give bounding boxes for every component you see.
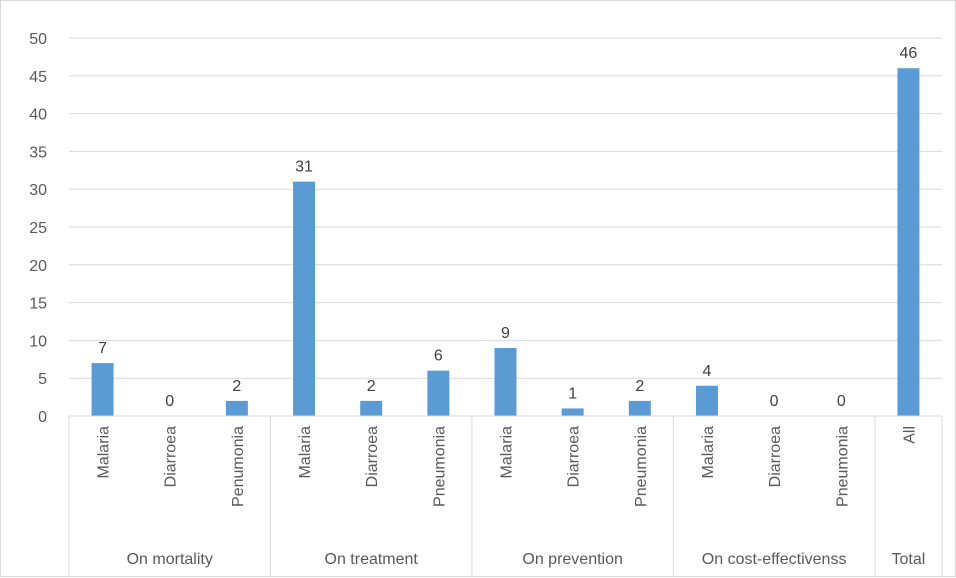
- bar-1-1: [360, 400, 383, 416]
- x-category-label-3-0: Malaria: [700, 426, 717, 479]
- data-label-0-0: 7: [98, 340, 107, 357]
- y-tick-label-10: 10: [29, 333, 47, 350]
- y-tick-label-15: 15: [29, 296, 47, 313]
- x-category-label-1-0: Malaria: [297, 426, 314, 479]
- x-category-label-0-0: Malaria: [96, 426, 113, 479]
- data-label-1-2: 6: [434, 348, 443, 365]
- bar-2-2: [628, 400, 651, 416]
- x-category-label-3-1: Diarroea: [767, 426, 784, 487]
- y-tick-label-25: 25: [29, 220, 47, 237]
- data-label-3-2: 0: [837, 393, 846, 410]
- data-label-2-2: 2: [635, 378, 644, 395]
- data-label-2-0: 9: [501, 325, 510, 342]
- x-category-label-0-1: Diarroea: [163, 426, 180, 487]
- bar-1-0: [293, 181, 316, 416]
- x-category-label-3-2: Pneumonia: [834, 426, 851, 507]
- bar-3-0: [695, 385, 718, 416]
- group-label-4: Total: [892, 551, 926, 568]
- x-category-label-2-2: Pneumonia: [633, 426, 650, 507]
- data-label-1-1: 2: [367, 378, 376, 395]
- data-label-3-1: 0: [770, 393, 779, 410]
- bar-0-2: [225, 400, 248, 416]
- x-category-label-4-0: All: [901, 426, 918, 444]
- x-category-label-2-0: Malaria: [499, 426, 516, 479]
- y-tick-label-5: 5: [38, 371, 47, 388]
- y-tick-label-30: 30: [29, 182, 47, 199]
- group-label-2: On prevention: [522, 551, 623, 568]
- data-label-4-0: 46: [900, 45, 918, 62]
- bar-2-0: [494, 347, 517, 416]
- data-label-0-2: 2: [232, 378, 241, 395]
- y-tick-label-45: 45: [29, 69, 47, 86]
- x-category-label-0-2: Penumonia: [230, 426, 247, 507]
- x-category-label-1-1: Diarroea: [364, 426, 381, 487]
- y-tick-label-50: 50: [29, 31, 47, 48]
- y-tick-label-20: 20: [29, 258, 47, 275]
- bar-0-0: [91, 363, 114, 416]
- data-label-0-1: 0: [165, 393, 174, 410]
- bar-4-0: [897, 68, 920, 417]
- data-label-3-0: 4: [703, 363, 712, 380]
- group-label-0: On mortality: [127, 551, 213, 568]
- x-category-label-1-2: Pneumonia: [431, 426, 448, 507]
- bar-2-1: [561, 408, 584, 416]
- bar-1-2: [427, 370, 450, 416]
- x-category-label-2-1: Diarroea: [566, 426, 583, 487]
- data-label-1-0: 31: [295, 159, 313, 176]
- y-tick-label-40: 40: [29, 107, 47, 124]
- y-tick-label-0: 0: [38, 409, 47, 426]
- group-label-3: On cost-effectivenss: [702, 551, 847, 568]
- y-tick-label-35: 35: [29, 144, 47, 161]
- group-label-1: On treatment: [325, 551, 419, 568]
- data-label-2-1: 1: [568, 385, 577, 402]
